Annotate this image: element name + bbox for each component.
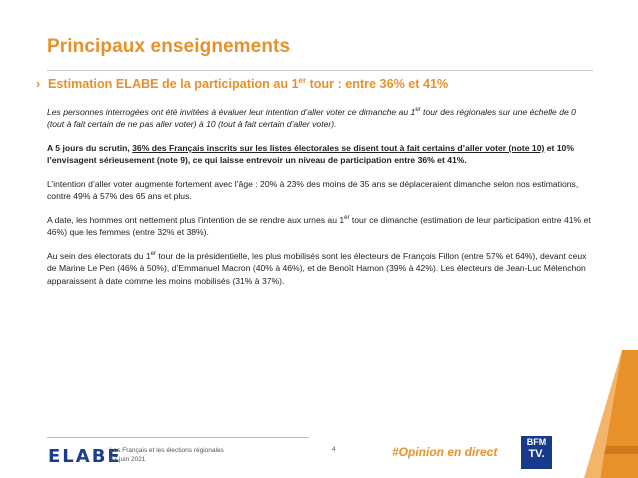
elabe-logo: ELABE <box>48 446 122 467</box>
text: Les personnes interrogées ont été invité… <box>47 107 416 117</box>
decorative-a-shape <box>584 350 638 478</box>
superscript: er <box>150 251 157 258</box>
footer-study-title: Les Français et les élections régionales <box>110 447 224 454</box>
text: A date, les hommes ont nettement plus l’… <box>47 215 345 225</box>
bfmtv-logo: BFM TV. <box>521 436 552 469</box>
text: et 10% l’envisagent sérieusement (note 9… <box>47 143 574 166</box>
footer-divider <box>47 437 309 438</box>
paragraph-age: L’intention d’aller voter augmente forte… <box>47 179 579 202</box>
chevron-right-icon: › <box>36 77 41 92</box>
paragraph-electorates: Au sein des électorats du 1er tour de la… <box>47 250 595 287</box>
superscript: er <box>415 107 421 114</box>
page-title: Principaux enseignements <box>47 36 291 57</box>
superscript: er <box>344 215 350 222</box>
hashtag-text: #Opinion en direct <box>392 445 498 459</box>
bfm-logo-bottom: TV. <box>528 448 545 460</box>
text: Au sein des électorats du 1 <box>47 251 151 261</box>
subtitle-text-start: Estimation ELABE de la participation au … <box>48 77 299 92</box>
footer-date: 17 juin 2021 <box>110 456 146 463</box>
subtitle-superscript: er <box>298 76 307 85</box>
paragraph-method: Les personnes interrogées ont été invité… <box>47 106 595 131</box>
bfm-logo-top: BFM <box>526 437 547 447</box>
title-divider <box>47 70 593 71</box>
paragraph-key-finding: A 5 jours du scrutin, 36% des Français i… <box>47 142 595 167</box>
text: A 5 jours du scrutin, <box>47 143 133 153</box>
paragraph-gender: A date, les hommes ont nettement plus l’… <box>47 214 595 239</box>
text: tour des régionales sur une échelle de 0… <box>47 107 576 130</box>
text: tour de la présidentielle, les plus mobi… <box>47 251 587 286</box>
underlined-text: 36% des Français inscrits sur les listes… <box>132 143 545 153</box>
footer-source: Les Français et les élections régionales… <box>110 446 224 464</box>
section-subtitle: › Estimation ELABE de la participation au… <box>36 76 448 91</box>
subtitle-text-end: tour : entre 36% et 41% <box>306 77 449 92</box>
text: tour ce dimanche (estimation de leur par… <box>47 215 591 238</box>
page-number: 4 <box>332 446 336 453</box>
body-content: Les personnes interrogées ont été invité… <box>47 106 595 298</box>
